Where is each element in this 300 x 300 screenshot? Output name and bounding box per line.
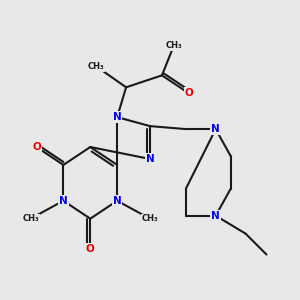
Text: N: N bbox=[59, 196, 68, 206]
Text: N: N bbox=[113, 112, 122, 122]
Text: O: O bbox=[86, 244, 95, 254]
Text: N: N bbox=[211, 211, 220, 221]
Text: CH₃: CH₃ bbox=[166, 41, 182, 50]
Text: O: O bbox=[184, 88, 193, 98]
Text: N: N bbox=[146, 154, 154, 164]
Text: O: O bbox=[32, 142, 41, 152]
Text: N: N bbox=[113, 196, 122, 206]
Text: N: N bbox=[211, 124, 220, 134]
Text: CH₃: CH₃ bbox=[142, 214, 158, 223]
Text: CH₃: CH₃ bbox=[22, 214, 39, 223]
Text: CH₃: CH₃ bbox=[88, 62, 105, 71]
